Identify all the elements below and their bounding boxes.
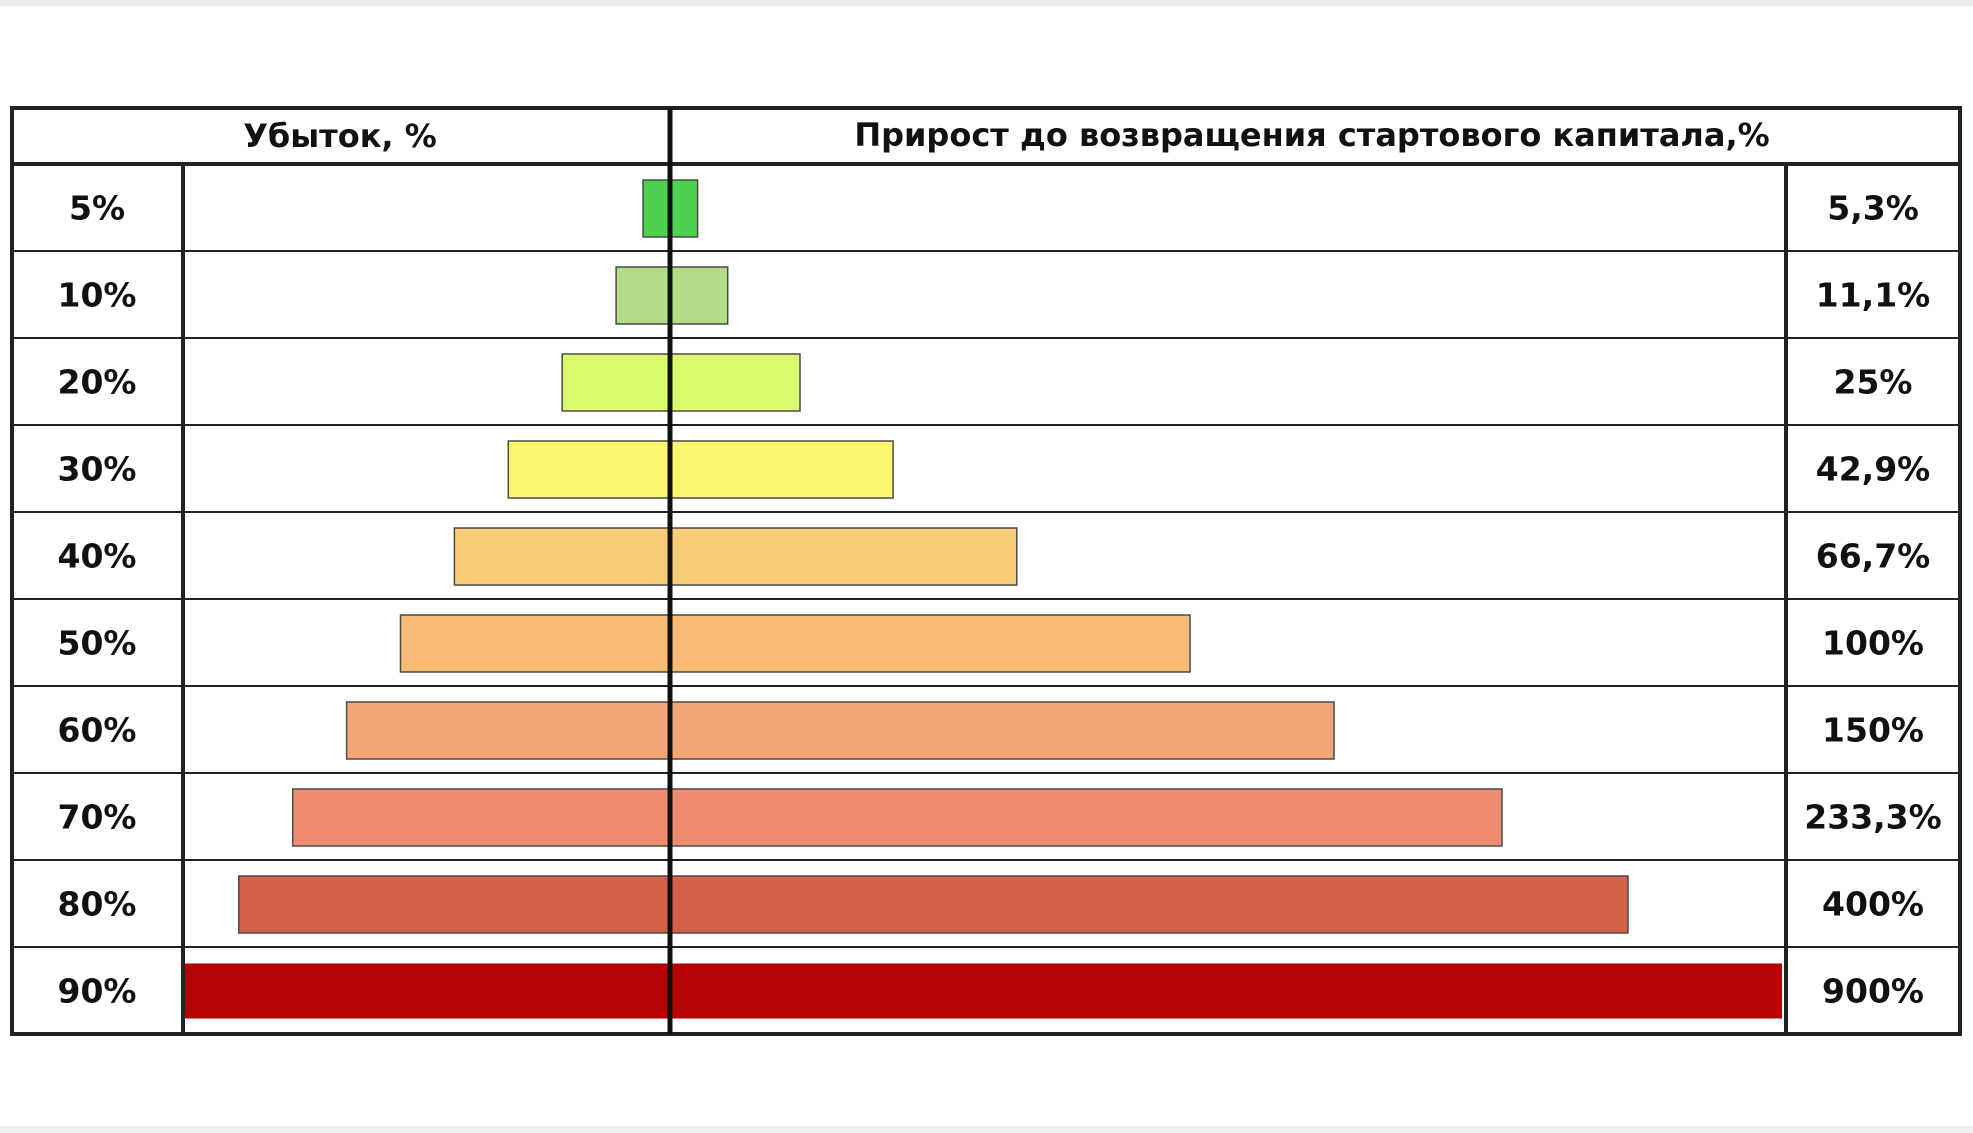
recovery-bar xyxy=(669,614,1191,673)
loss-label: 10% xyxy=(58,276,137,315)
header-loss: Убыток, % xyxy=(243,117,437,155)
recovery-label: 900% xyxy=(1822,972,1924,1011)
recovery-bar xyxy=(669,266,729,325)
loss-bar xyxy=(238,875,671,934)
recovery-label: 100% xyxy=(1822,624,1924,663)
recovery-bar xyxy=(669,701,1335,760)
loss-label: 60% xyxy=(58,711,137,750)
loss-bar xyxy=(561,353,671,412)
loss-bar xyxy=(507,440,671,499)
loss-label: 80% xyxy=(58,885,137,924)
recovery-label: 5,3% xyxy=(1827,189,1919,228)
recovery-bar xyxy=(669,875,1629,934)
recovery-bar xyxy=(669,440,894,499)
header-recovery-gain: Прирост до возвращения стартового капита… xyxy=(854,116,1769,154)
loss-label: 70% xyxy=(58,798,137,837)
bars-layer xyxy=(184,179,1782,1019)
table-frame xyxy=(10,106,1962,1036)
recovery-label: 400% xyxy=(1822,885,1924,924)
loss-label: 90% xyxy=(58,972,137,1011)
recovery-bar xyxy=(669,527,1018,586)
loss-bar xyxy=(291,788,671,847)
loss-label: 50% xyxy=(58,624,137,663)
recovery-bar xyxy=(669,353,801,412)
recovery-label: 25% xyxy=(1834,363,1913,402)
gridlines-layer xyxy=(10,106,1962,1036)
loss-bar xyxy=(345,701,671,760)
recovery-label: 233,3% xyxy=(1804,798,1941,837)
loss-bar xyxy=(453,527,671,586)
top-strip xyxy=(0,0,1973,6)
recovery-bar xyxy=(670,963,1782,1019)
loss-bar xyxy=(184,963,670,1019)
recovery-bar xyxy=(669,788,1503,847)
loss-bar xyxy=(642,179,671,238)
loss-bar xyxy=(615,266,671,325)
loss-label: 20% xyxy=(58,363,137,402)
recovery-label: 66,7% xyxy=(1816,537,1931,576)
loss-bar xyxy=(399,614,671,673)
recovery-bar xyxy=(669,179,699,238)
loss-label: 40% xyxy=(58,537,137,576)
recovery-label: 42,9% xyxy=(1816,450,1931,489)
loss-label: 30% xyxy=(58,450,137,489)
bottom-strip xyxy=(0,1126,1973,1133)
labels-layer: 5% 5,3% 10% 11,1% 20% 25% 30% 42,9% 40% 66,7% 50% 1… xyxy=(58,189,1942,1011)
recovery-label: 11,1% xyxy=(1816,276,1931,315)
recovery-label: 150% xyxy=(1822,711,1924,750)
loss-label: 5% xyxy=(69,189,125,228)
